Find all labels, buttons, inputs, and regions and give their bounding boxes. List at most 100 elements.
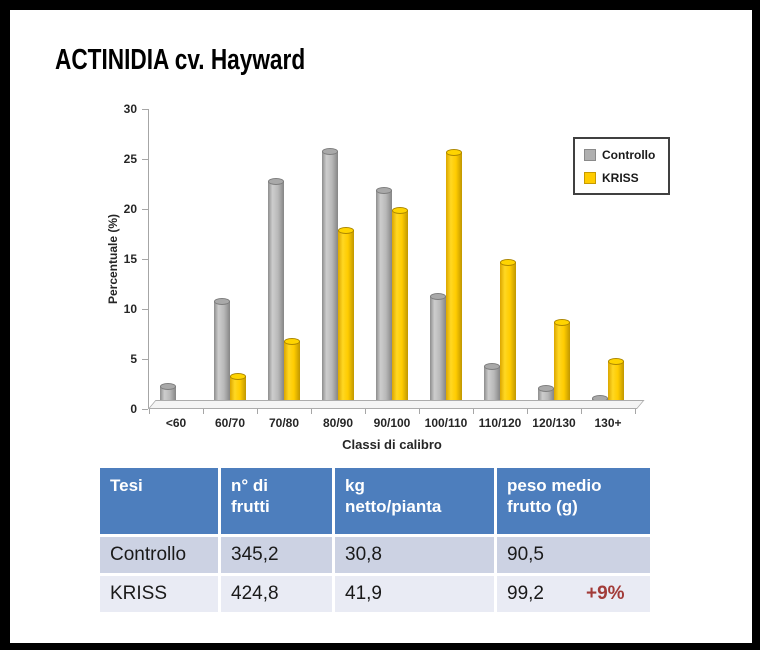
bar-cap: [284, 338, 300, 345]
y-tick-hash: [142, 409, 148, 410]
y-tick-label: 20: [123, 201, 137, 216]
table-cell-peso-kriss: 99,2 +9%: [497, 576, 650, 612]
bar-controllo-90/100: [376, 187, 392, 409]
category-group-110/120: [473, 109, 527, 409]
y-tick-label: 5: [130, 351, 137, 366]
table-cell: KRISS: [100, 576, 218, 612]
category-group-80/90: [311, 109, 365, 409]
x-tick-label: 110/120: [478, 416, 522, 430]
y-tick-hash: [142, 159, 148, 160]
x-tick-label: 130+: [594, 416, 622, 430]
legend-label: Controllo: [602, 147, 656, 162]
chart-legend: Controllo KRISS: [573, 137, 670, 195]
x-tick-mark: [473, 409, 474, 414]
bar-cap: [446, 149, 462, 156]
x-tick-label: 90/100: [373, 416, 411, 430]
bar-cap: [322, 148, 338, 155]
bar-controllo-80/90: [322, 148, 338, 409]
y-tick-label: 0: [130, 401, 137, 416]
table-cell: 424,8: [221, 576, 332, 612]
legend-entry-kriss: KRISS: [584, 171, 668, 185]
y-tick-label: 25: [123, 151, 137, 166]
bar-kriss-120/130: [554, 319, 570, 409]
bar-cap: [376, 187, 392, 194]
bar-kriss-90/100: [392, 207, 408, 409]
bar-cap: [554, 319, 570, 326]
chart-3d-floor: [148, 400, 645, 409]
bar-cap: [338, 227, 354, 234]
x-tick-label: 120/130: [532, 416, 576, 430]
bar-cap: [160, 383, 176, 390]
bar-kriss-70/80: [284, 338, 300, 409]
bar-kriss-80/90: [338, 227, 354, 409]
delta-badge: +9%: [585, 583, 625, 604]
bar-controllo-110/120: [484, 363, 500, 409]
legend-entry-controllo: Controllo: [584, 148, 668, 162]
x-tick-label: <60: [165, 416, 187, 430]
category-group-90/100: [365, 109, 419, 409]
size-distribution-chart: Percentuale (%) 0 5 10 15 20 25 30 <60 60/70 70/…: [100, 95, 686, 467]
bar-cap: [430, 293, 446, 300]
category-group-70/80: [257, 109, 311, 409]
table-cell: 41,9: [335, 576, 494, 612]
table-cell: 345,2: [221, 537, 332, 573]
bar-kriss-130+: [608, 358, 624, 409]
x-tick-label: 80/90: [322, 416, 354, 430]
table-header-peso-medio: peso medio frutto (g): [497, 468, 650, 534]
bar-kriss-110/120: [500, 259, 516, 409]
table-cell: 30,8: [335, 537, 494, 573]
bar-cap: [392, 207, 408, 214]
x-tick-mark: [635, 409, 636, 414]
x-axis-labels: <60 60/70 70/80 80/90 90/100 100/110 110/120 12…: [149, 416, 635, 430]
bar-cap: [230, 373, 246, 380]
x-tick-mark: [149, 409, 150, 414]
x-axis-ticks: [149, 409, 636, 414]
controllo-swatch-icon: [584, 148, 596, 161]
y-tick-label: 10: [123, 301, 137, 316]
bar-cap: [214, 298, 230, 305]
y-tick-label: 30: [123, 101, 137, 116]
bar-controllo-100/110: [430, 293, 446, 409]
bar-cap: [538, 385, 554, 392]
x-tick-mark: [527, 409, 528, 414]
category-group-100/110: [419, 109, 473, 409]
y-tick-label: 15: [123, 251, 137, 266]
y-tick-hash: [142, 359, 148, 360]
category-group-60/70: [203, 109, 257, 409]
bar-cap: [268, 178, 284, 185]
x-tick-label: 60/70: [214, 416, 246, 430]
table-header-n-frutti: n° di frutti: [221, 468, 332, 534]
x-tick-mark: [365, 409, 366, 414]
table-header-tesi: Tesi: [100, 468, 218, 534]
bar-controllo-70/80: [268, 178, 284, 409]
x-tick-mark: [581, 409, 582, 414]
x-axis-title: Classi di calibro: [342, 437, 442, 452]
x-tick-label: 100/110: [424, 416, 468, 430]
page-title: ACTINIDIA cv. Hayward: [55, 44, 306, 76]
kriss-swatch-icon: [584, 171, 596, 184]
table-cell: Controllo: [100, 537, 218, 573]
bar-kriss-100/110: [446, 149, 462, 409]
x-tick-label: 70/80: [268, 416, 300, 430]
bar-controllo-60/70: [214, 298, 230, 409]
x-tick-mark: [311, 409, 312, 414]
category-group-<60: [149, 109, 203, 409]
x-tick-mark: [203, 409, 204, 414]
table-cell: 90,5: [497, 537, 650, 573]
y-tick-hash: [142, 209, 148, 210]
bar-cap: [608, 358, 624, 365]
y-tick-hash: [142, 309, 148, 310]
y-axis: 0 5 10 15 20 25 30: [100, 102, 148, 416]
y-tick-hash: [142, 109, 148, 110]
legend-label: KRISS: [602, 170, 639, 185]
plot-area: [149, 109, 635, 409]
y-axis-line: [148, 109, 149, 409]
table-header-kg-netto: kg netto/pianta: [335, 468, 494, 534]
results-table: Tesi n° di frutti kg netto/pianta peso m…: [100, 468, 650, 612]
bar-cap: [500, 259, 516, 266]
x-tick-mark: [419, 409, 420, 414]
x-tick-mark: [257, 409, 258, 414]
y-tick-hash: [142, 259, 148, 260]
bar-cap: [484, 363, 500, 370]
